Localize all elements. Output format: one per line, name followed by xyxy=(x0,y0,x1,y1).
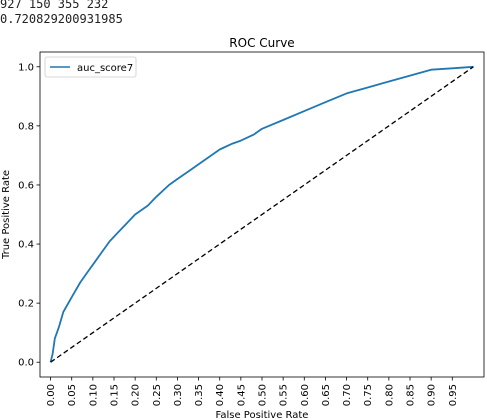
legend-box xyxy=(44,56,137,78)
x-tick-label: 0.05 xyxy=(67,384,78,406)
y-tick-label: 0.8 xyxy=(18,121,34,132)
y-tick-label: 1.0 xyxy=(18,62,34,73)
x-axis-label: False Positive Rate xyxy=(216,410,309,420)
x-tick-label: 0.30 xyxy=(173,384,184,406)
output-line-1: 927 150 355 232 xyxy=(0,0,109,11)
legend: auc_score7 xyxy=(44,56,137,78)
x-tick-label: 0.55 xyxy=(279,384,290,406)
x-tick-label: 0.40 xyxy=(215,384,226,406)
x-tick-label: 0.25 xyxy=(152,384,163,406)
x-tick-label: 0.75 xyxy=(363,384,374,406)
series-line-auc-score7 xyxy=(49,65,474,363)
x-tick-label: 0.60 xyxy=(300,384,311,406)
x-tick-label: 0.95 xyxy=(448,384,459,406)
x-tick-label: 0.00 xyxy=(46,384,57,406)
x-tick-label: 0.65 xyxy=(321,384,332,406)
x-tick-label: 0.50 xyxy=(258,384,269,406)
chance-line xyxy=(50,66,474,363)
y-tick-label: 0.2 xyxy=(18,299,34,310)
legend-label-auc-score7: auc_score7 xyxy=(77,63,133,74)
x-tick-label: 0.15 xyxy=(110,384,121,406)
y-tick-label: 0.0 xyxy=(18,358,34,369)
chart-title: ROC Curve xyxy=(229,36,294,50)
x-tick-label: 0.10 xyxy=(88,384,99,406)
x-tick-label: 0.35 xyxy=(194,384,205,406)
y-tick-label: 0.6 xyxy=(18,180,34,191)
x-tick-label: 0.70 xyxy=(342,384,353,406)
y-axis-label: True Positive Rate xyxy=(1,170,12,260)
x-tick-label: 0.80 xyxy=(384,384,395,406)
output-line-2: 0.720829200931985 xyxy=(0,12,123,26)
y-tick-label: 0.4 xyxy=(18,240,34,251)
x-tick-label: 0.45 xyxy=(236,384,247,406)
x-tick-label: 0.90 xyxy=(427,384,438,406)
x-tick-label: 0.20 xyxy=(131,384,142,406)
x-tick-label: 0.85 xyxy=(406,384,417,406)
